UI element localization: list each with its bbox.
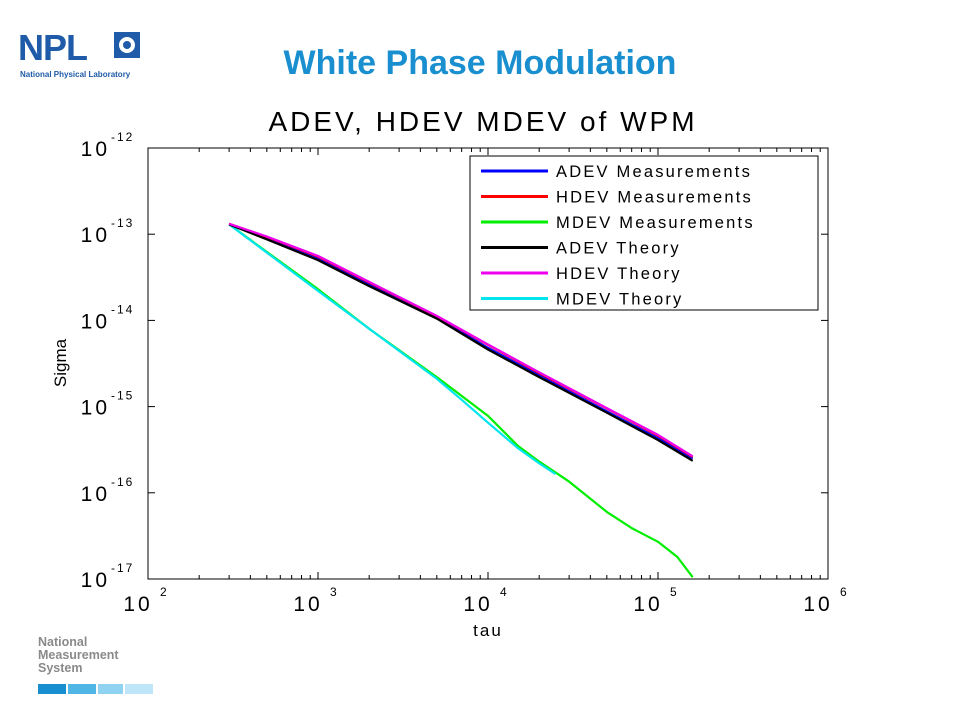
y-tick-exponent: -17 — [111, 561, 134, 575]
slide-title: White Phase Modulation — [283, 44, 677, 82]
x-axis-label: tau — [473, 621, 503, 640]
logo-wordmark: NPL — [18, 27, 88, 68]
x-tick-exponent: 2 — [160, 585, 167, 599]
x-tick-exponent: 4 — [500, 585, 507, 599]
y-tick-label: 10 — [81, 397, 110, 420]
legend: ADEV Measurements HDEV Measurements MDEV M… — [469, 155, 819, 311]
npl-emblem-icon — [114, 32, 140, 58]
x-tick-exponent: 3 — [330, 585, 337, 599]
y-tick-exponent: -15 — [111, 389, 134, 403]
y-tick-exponent: -16 — [111, 475, 134, 489]
x-tick-exponent: 5 — [670, 585, 677, 599]
x-tick-exponent: 6 — [840, 585, 847, 599]
national-measurement-system-logo: National Measurement System — [38, 636, 119, 675]
footer-color-bar — [38, 684, 153, 694]
y-axis-label: Sigma — [51, 338, 70, 387]
y-tick-label: 10 — [81, 310, 110, 333]
x-tick-label: 10 — [463, 593, 492, 616]
legend-label: HDEV Measurements — [556, 189, 753, 207]
legend-label: ADEV Theory — [556, 240, 681, 258]
footer-bar-segment — [38, 684, 66, 694]
footer-line: National — [38, 635, 88, 649]
footer-line: Measurement — [38, 648, 119, 662]
legend-label: HDEV Theory — [556, 265, 682, 283]
footer-bar-segment — [98, 684, 123, 694]
footer-line: System — [38, 661, 83, 675]
legend-label: MDEV Theory — [556, 291, 684, 309]
y-tick-label: 10 — [81, 569, 110, 592]
footer-bar-segment — [125, 684, 153, 694]
x-tick-label: 10 — [633, 593, 662, 616]
y-tick-label: 10 — [81, 224, 110, 247]
x-tick-label: 10 — [123, 593, 152, 616]
y-tick-label: 10 — [81, 138, 110, 161]
legend-label: ADEV Measurements — [556, 163, 752, 181]
series-line — [228, 222, 694, 458]
y-tick-exponent: -13 — [111, 216, 134, 230]
x-tick-label: 10 — [803, 593, 832, 616]
series-line — [228, 223, 694, 462]
x-tick-label: 10 — [293, 593, 322, 616]
y-tick-exponent: -14 — [111, 302, 134, 316]
chart-title: ADEV, HDEV MDEV of WPM — [268, 106, 697, 137]
series-line — [228, 223, 557, 476]
footer-bar-segment — [68, 684, 96, 694]
legend-label: MDEV Measurements — [556, 214, 755, 232]
series-line — [228, 223, 694, 460]
y-tick-label: 10 — [81, 483, 110, 506]
legend-box — [469, 155, 819, 311]
y-tick-exponent: -12 — [111, 130, 134, 144]
logo-subtitle: National Physical Laboratory — [20, 70, 131, 79]
